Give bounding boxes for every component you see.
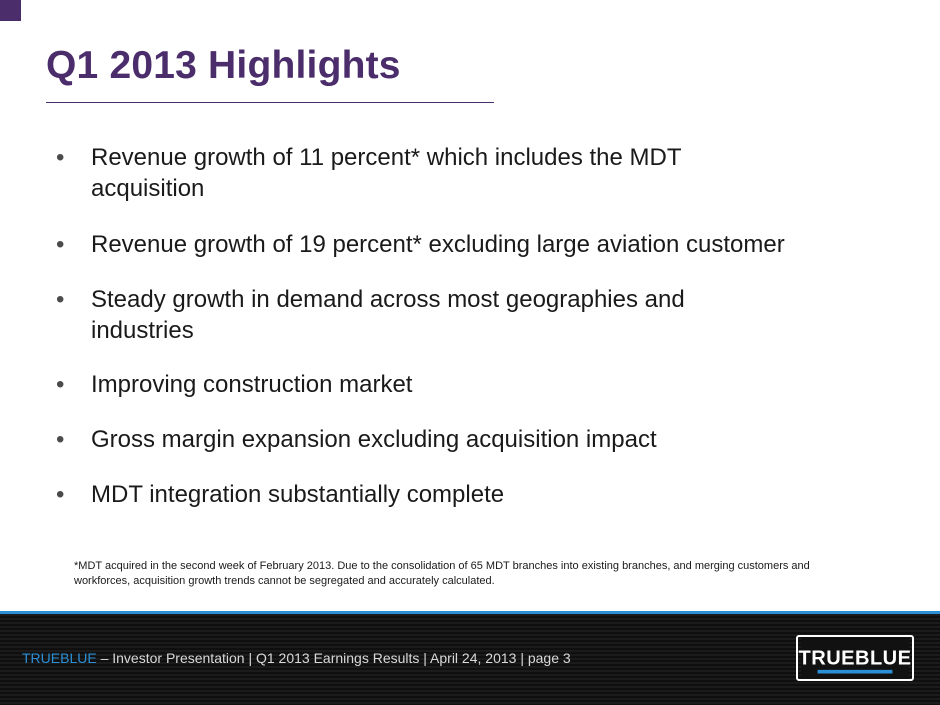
footnote: *MDT acquired in the second week of Febr… xyxy=(74,560,810,587)
trueblue-logo: TRUEBLUE xyxy=(796,635,914,681)
bullet-marker: • xyxy=(56,371,65,398)
logo-text: TRUEBLUE xyxy=(799,647,912,669)
bullet-text: Revenue growth of 11 percent* which incl… xyxy=(91,144,682,202)
footer-caption-text: – Investor Presentation | Q1 2013 Earnin… xyxy=(96,650,571,666)
footer-bar xyxy=(0,611,940,705)
bullet-marker: • xyxy=(56,481,65,508)
slide-title: Q1 2013 Highlights xyxy=(46,44,401,87)
bullet-marker: • xyxy=(56,231,65,258)
bullet-marker: • xyxy=(56,426,65,453)
logo-mark: TRUEBLUE xyxy=(799,637,912,679)
corner-accent xyxy=(0,0,21,21)
bullet-text: Steady growth in demand across most geog… xyxy=(91,286,685,344)
bullet-text: Revenue growth of 19 percent* excluding … xyxy=(91,231,785,258)
footer-caption: TRUEBLUE – Investor Presentation | Q1 20… xyxy=(22,650,571,666)
bullet-marker: • xyxy=(56,144,65,171)
bullet-text: Gross margin expansion excluding acquisi… xyxy=(91,426,657,453)
bullet-text: Improving construction market xyxy=(91,371,413,398)
title-underline xyxy=(46,102,494,103)
bullet-marker: • xyxy=(56,286,65,313)
footer-brand: TRUEBLUE xyxy=(22,650,97,666)
bullet-text: MDT integration substantially complete xyxy=(91,481,505,508)
